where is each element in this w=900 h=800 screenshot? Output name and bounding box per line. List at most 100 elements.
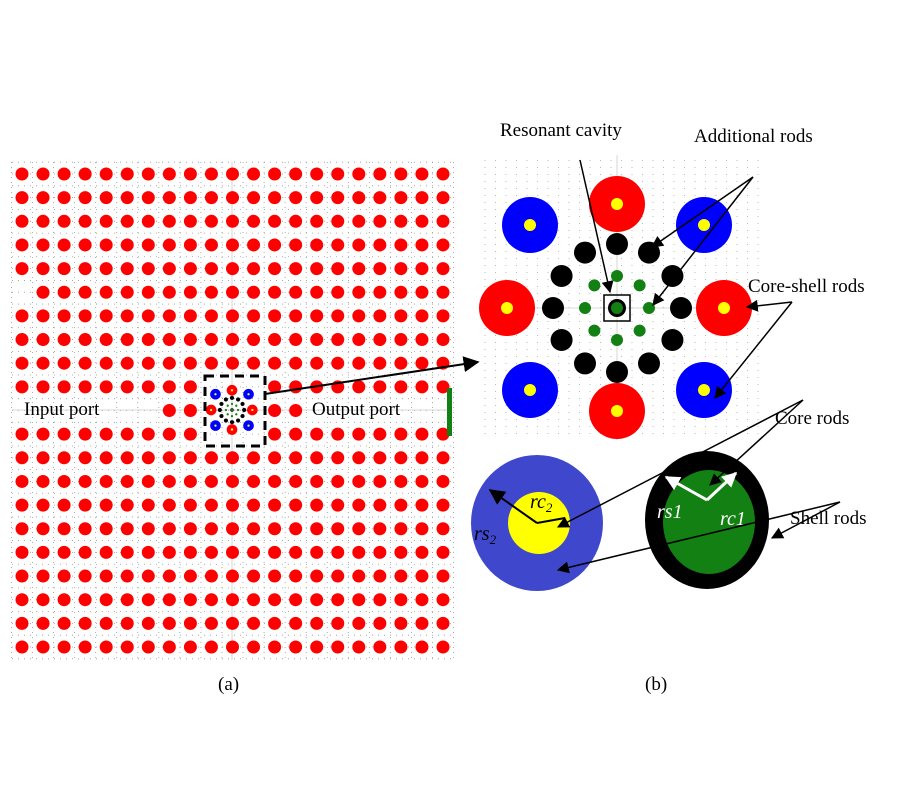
lattice-rod [394, 593, 408, 607]
lattice-rod [289, 404, 303, 417]
lattice-rod [78, 262, 92, 276]
lattice-rod [394, 616, 408, 630]
lattice-rod [289, 238, 303, 252]
lattice-rod [99, 167, 113, 181]
lattice-rod [120, 640, 134, 654]
lattice-rod [247, 238, 261, 252]
lattice-rod [183, 616, 197, 630]
lattice-rod [436, 451, 450, 465]
lattice-rod [36, 167, 50, 181]
lattice-rod [289, 427, 303, 441]
lattice-rod [268, 404, 282, 417]
lattice-rod [289, 640, 303, 654]
lattice-rod [204, 167, 218, 181]
lattice-rod [268, 214, 282, 228]
lattice-rod [310, 356, 324, 370]
lattice-rod [183, 451, 197, 465]
lattice-rod [162, 545, 176, 559]
core-shell-rods-label: Core-shell rods [748, 276, 865, 297]
lattice-rod [15, 593, 29, 607]
lattice-rod [78, 285, 92, 299]
lattice-rod [352, 262, 366, 276]
additional-rod-black [229, 395, 235, 400]
core-rod [251, 408, 254, 412]
additional-rod-green [235, 404, 238, 407]
lattice-rod [415, 214, 429, 228]
lattice-rod [268, 640, 282, 654]
lattice-rod [394, 427, 408, 441]
lattice-rod [352, 191, 366, 205]
lattice-rod [15, 309, 29, 323]
lattice-rod [268, 285, 282, 299]
lattice-rod [78, 238, 92, 252]
lattice-rod [162, 451, 176, 465]
additional-rod-black [638, 241, 660, 264]
output-port-label: Output port [312, 399, 401, 420]
lattice-rod [415, 522, 429, 536]
additional-rod-green [230, 414, 234, 418]
lattice-rod [57, 593, 71, 607]
lattice-rod [120, 333, 134, 347]
lattice-rod [436, 569, 450, 583]
lattice-rod [183, 474, 197, 488]
lattice-rod [36, 616, 50, 630]
lattice-rod [162, 262, 176, 276]
lattice-rod [141, 191, 155, 205]
additional-rod-black [550, 265, 573, 287]
lattice-rod [57, 333, 71, 347]
additional-rod-black [661, 265, 684, 287]
lattice-rod [415, 593, 429, 607]
lattice-rod [331, 285, 345, 299]
lattice-rod [183, 238, 197, 252]
lattice-rod [226, 545, 239, 559]
lattice-rod [268, 593, 282, 607]
lattice-rod [436, 309, 450, 323]
lattice-rod [99, 569, 113, 583]
lattice-rod [183, 404, 197, 417]
lattice-rod [162, 593, 176, 607]
lattice-rod [36, 191, 50, 205]
additional-rod-black [235, 418, 241, 423]
lattice-rod [204, 522, 218, 536]
lattice-rod [331, 569, 345, 583]
additional-rod-green [224, 408, 228, 412]
lattice-rod [436, 616, 450, 630]
additional-rod-black [670, 297, 692, 319]
lattice-rod [436, 333, 450, 347]
lattice-rod [310, 285, 324, 299]
lattice-rod [36, 640, 50, 654]
lattice-rod [247, 356, 261, 370]
lattice-rod [99, 214, 113, 228]
lattice-rod [57, 474, 71, 488]
lattice-rod [289, 191, 303, 205]
lattice-rod [57, 616, 71, 630]
lattice-rod [36, 380, 50, 394]
lattice-rod [183, 640, 197, 654]
lattice-rod [289, 451, 303, 465]
lattice-rod [436, 522, 450, 536]
lattice-rod [120, 427, 134, 441]
lattice-rod [310, 640, 324, 654]
lattice-rod [436, 285, 450, 299]
lattice-rod [268, 191, 282, 205]
lattice-rod [373, 616, 387, 630]
lattice-rod [331, 451, 345, 465]
rc2-label: rc2 [530, 491, 553, 515]
lattice-rod [352, 427, 366, 441]
lattice-rod [310, 214, 324, 228]
lattice-rod [141, 545, 155, 559]
lattice-rod [78, 191, 92, 205]
lattice-rod [268, 380, 282, 394]
lattice-rod [204, 191, 218, 205]
lattice-rod [352, 238, 366, 252]
lattice-rod [15, 498, 29, 512]
lattice-rod [331, 616, 345, 630]
lattice-rod [352, 214, 366, 228]
core-rod [611, 405, 623, 417]
lattice-rod [394, 262, 408, 276]
lattice-rod [352, 498, 366, 512]
lattice-rod [268, 522, 282, 536]
lattice-rod [415, 285, 429, 299]
lattice-rod [373, 380, 387, 394]
additional-rod-black [235, 397, 241, 402]
